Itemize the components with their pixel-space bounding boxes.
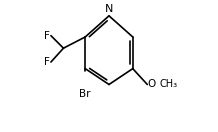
Text: F: F — [44, 57, 50, 67]
Text: F: F — [44, 31, 50, 41]
Text: Br: Br — [80, 89, 91, 99]
Text: N: N — [105, 4, 113, 14]
Text: O: O — [148, 79, 156, 89]
Text: CH₃: CH₃ — [160, 79, 178, 89]
